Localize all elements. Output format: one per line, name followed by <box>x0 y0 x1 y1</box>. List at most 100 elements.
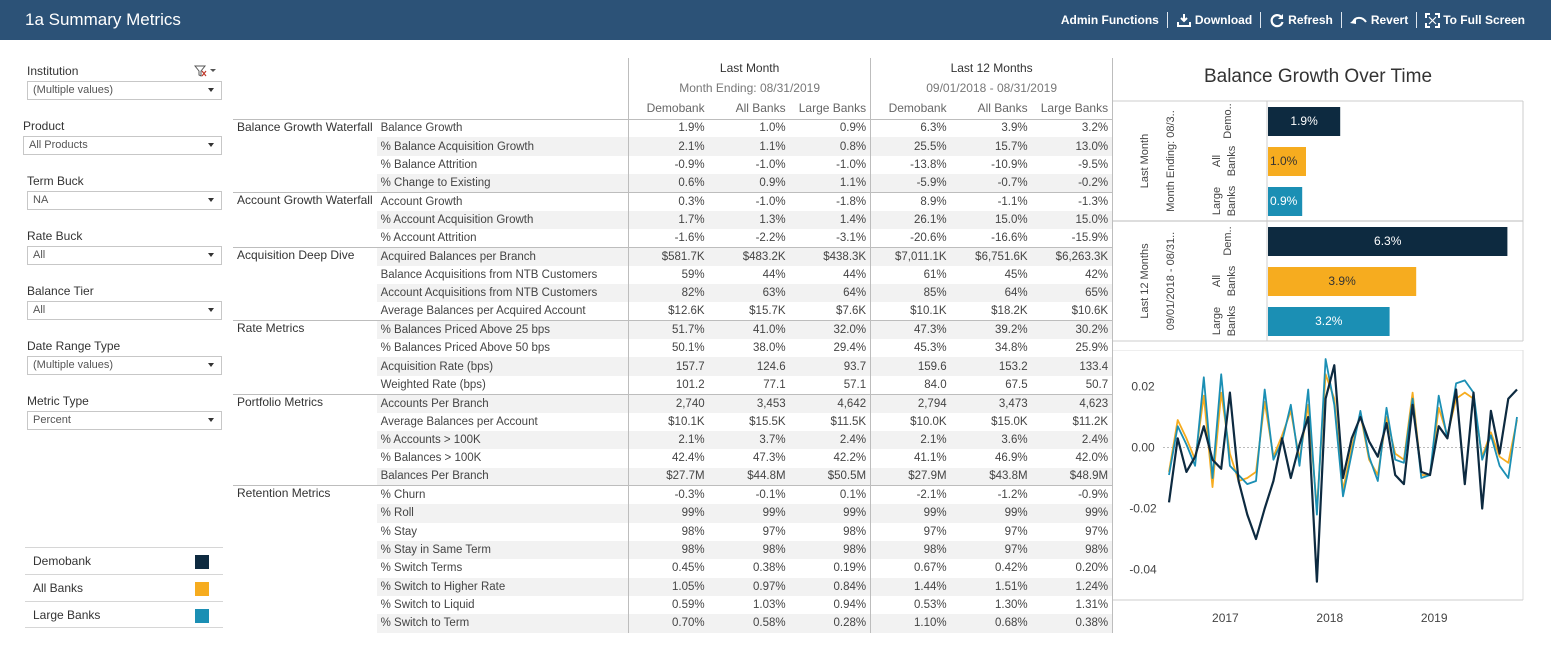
legend-item[interactable]: All Banks <box>25 574 223 601</box>
metric-value: 42% <box>1031 265 1114 285</box>
metric-value: -1.0% <box>755 158 786 171</box>
metric-name: Accounts Per Branch <box>376 393 629 413</box>
metric-value: -10.9% <box>991 158 1028 171</box>
metric-value: 99% <box>628 504 709 523</box>
metric-value: 44% <box>762 268 786 281</box>
filter-label-metric-type: Metric Type <box>27 394 89 408</box>
metric-value: 25.9% <box>1031 339 1114 358</box>
metric-value: 1.05% <box>628 577 709 596</box>
panel-sublabel: 09/01/2018 - 08/31.. <box>1165 232 1177 330</box>
filter-select-term-buck[interactable]: NA <box>27 191 222 210</box>
column-group-header: Last Month <box>628 58 871 78</box>
panel-sublabel: Month Ending: 08/3.. <box>1165 110 1177 212</box>
table-row: % Balance Acquisition Growth 2.1% 1.1% 0.8%… <box>233 137 1114 156</box>
metric-value: 63% <box>708 284 790 303</box>
metric-value: 15.7% <box>950 137 1032 156</box>
revert-label: Revert <box>1370 13 1409 27</box>
filter-select-institution[interactable]: (Multiple values) <box>27 81 222 100</box>
filter-select-balance-tier[interactable]: All <box>27 301 222 320</box>
bar-category-label: Large <box>1211 307 1223 335</box>
metric-value: 98% <box>628 522 709 541</box>
metric-value: -15.9% <box>1031 229 1114 248</box>
legend-swatch <box>195 609 209 623</box>
refresh-label: Refresh <box>1288 13 1333 27</box>
metric-value: 13.0% <box>1031 137 1114 156</box>
metric-value: $483.2K <box>708 246 790 266</box>
metric-value: 50.1% <box>628 339 709 358</box>
full-screen-button[interactable]: To Full Screen <box>1417 12 1533 28</box>
metric-value: 41.0% <box>708 320 790 340</box>
clear-filter-icon[interactable] <box>193 64 216 82</box>
metric-value: 1.4% <box>789 210 871 230</box>
filter-select-date-range-type[interactable]: (Multiple values) <box>27 356 222 375</box>
filter-select-rate-buck[interactable]: All <box>27 246 222 265</box>
metric-name: % Switch Terms <box>380 562 463 575</box>
download-button[interactable]: Download <box>1168 13 1260 27</box>
metric-value: 159.6 <box>870 357 951 376</box>
bar-category-label: Banks <box>1226 265 1238 296</box>
metric-value: 29.4% <box>833 342 867 355</box>
metric-name: % Account Acquisition Growth <box>376 210 629 230</box>
admin-functions-button[interactable]: Admin Functions <box>1053 13 1167 27</box>
metric-value: $7.6K <box>836 305 867 318</box>
metric-value: $10.1K <box>628 412 709 431</box>
metric-name: % Roll <box>376 504 629 523</box>
metric-value: 6.3% <box>870 118 951 138</box>
metric-value: -16.6% <box>991 231 1028 244</box>
page-title: 1a Summary Metrics <box>25 10 181 29</box>
metric-value: $27.9M <box>870 467 951 486</box>
metric-name: % Balances > 100K <box>380 452 482 465</box>
revert-button[interactable]: Revert <box>1342 13 1416 27</box>
filter-select-product[interactable]: All Products <box>23 136 222 155</box>
filter-select-metric-type[interactable]: Percent <box>27 411 222 430</box>
series-line-large-banks <box>1168 358 1518 516</box>
metric-name: % Switch to Liquid <box>380 599 475 612</box>
legend-item[interactable]: Large Banks <box>25 601 223 628</box>
metric-value: -0.3% <box>628 485 709 505</box>
metric-value: 42.2% <box>833 452 867 465</box>
table-row: Acquisition Deep Dive Acquired Balances p… <box>233 246 1114 321</box>
legend-item[interactable]: Demobank <box>25 547 223 574</box>
metric-value: -20.6% <box>870 229 951 248</box>
bar <box>1268 307 1390 336</box>
table-row: Balances Per Branch $27.7M $44.8M $50.5M $27… <box>233 467 1114 486</box>
chart-title: Balance Growth Over Time <box>1203 66 1433 87</box>
metric-value: 45% <box>1004 268 1028 281</box>
metric-name: % Balances Priced Above 50 bps <box>380 342 551 355</box>
y-tick-label: 0.00 <box>1131 441 1155 455</box>
download-label: Download <box>1194 13 1253 27</box>
metric-value: 133.4 <box>1031 357 1114 376</box>
metric-value: 2,794 <box>870 393 951 413</box>
bar-value-label: 6.3% <box>1374 234 1402 248</box>
metric-value: 44% <box>843 268 867 281</box>
metric-value: 98% <box>1031 540 1114 560</box>
metric-value: 2.4% <box>1031 430 1114 450</box>
series-line-demobank <box>1167 364 1518 583</box>
table-row: % Switch to Term 0.70% 0.58% 0.28% 1.10% 0.68… <box>233 614 1114 633</box>
filter-value: NA <box>33 194 49 206</box>
summary-metrics-table: Last Month Last 12 Months Month Ending: … <box>233 58 1114 633</box>
filter-label-rate-buck: Rate Buck <box>27 229 83 243</box>
metric-value: -13.8% <box>870 155 951 175</box>
metric-value: 1.03% <box>753 599 786 612</box>
table-row: % Switch to Higher Rate 1.05% 0.97% 0.84% 1.… <box>233 577 1114 596</box>
metric-value: 3.2% <box>1031 118 1114 138</box>
metric-value: -5.9% <box>870 174 951 193</box>
metric-name: Weighted Rate (bps) <box>380 378 486 391</box>
metric-value: $50.5M <box>789 467 871 486</box>
toolbar-divider <box>1166 12 1168 28</box>
metric-value: 97% <box>950 540 1032 560</box>
column-group-header: Last 12 Months <box>870 58 1114 78</box>
metric-value: 0.19% <box>833 562 867 575</box>
metric-value: 98% <box>843 525 867 538</box>
metric-value: 0.94% <box>833 599 867 612</box>
revert-icon <box>1349 14 1368 26</box>
table-row: Balance Growth Waterfall Balance Growth 1.… <box>233 118 1114 193</box>
metric-value: 1.51% <box>950 577 1032 596</box>
metric-value: 101.2 <box>628 375 709 395</box>
table-row: % Accounts > 100K 2.1% 3.7% 2.4% 2.1% 3.6% 2.4… <box>233 430 1114 450</box>
filter-label-product: Product <box>23 119 65 133</box>
metric-value: $7,011.1K <box>870 246 951 266</box>
refresh-button[interactable]: Refresh <box>1261 13 1341 28</box>
fullscreen-icon <box>1425 12 1441 28</box>
